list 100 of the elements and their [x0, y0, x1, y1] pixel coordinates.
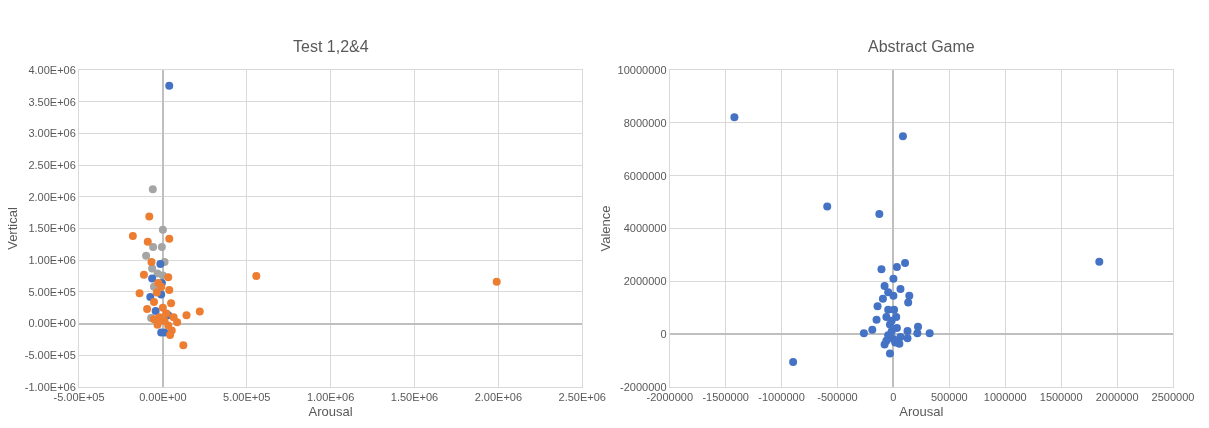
point: [156, 260, 165, 268]
y-tick-label: 4.00E+06: [28, 63, 76, 76]
point: [158, 303, 167, 312]
point: [889, 291, 898, 300]
point: [872, 315, 881, 324]
point: [142, 251, 151, 260]
point: [195, 307, 204, 316]
point: [165, 234, 174, 243]
point: [165, 81, 174, 90]
point: [730, 113, 739, 122]
y-tick-label: 5.00E+05: [28, 285, 76, 298]
point: [139, 270, 148, 279]
y-tick-label: 10000000: [617, 63, 667, 76]
x-tick-label: 0.00E+00: [139, 391, 187, 404]
x-tick-label: 0: [890, 391, 897, 404]
y-tick-label: 8000000: [623, 116, 667, 129]
point: [875, 209, 884, 218]
point: [905, 291, 914, 300]
point: [492, 277, 501, 286]
point: [903, 327, 912, 335]
point: [887, 316, 896, 325]
point: [182, 311, 191, 320]
x-tick-label: 1500000: [1039, 391, 1083, 404]
point: [135, 289, 144, 298]
x-tick-label: 1000000: [983, 391, 1027, 404]
y-tick-label: 1.50E+06: [28, 222, 76, 235]
point: [868, 325, 877, 334]
point: [882, 336, 891, 345]
y-tick-label: 6000000: [623, 169, 667, 182]
point: [252, 272, 261, 281]
point: [925, 329, 934, 338]
point: [823, 202, 832, 211]
point: [873, 302, 882, 311]
x-tick-label: -1000000: [758, 391, 805, 404]
point: [896, 333, 905, 342]
point: [167, 299, 176, 308]
x-tick-label: 2500000: [1151, 391, 1195, 404]
y-tick-label: -2000000: [620, 380, 667, 393]
point: [887, 327, 896, 336]
y-tick-label: 0: [660, 328, 667, 341]
point: [885, 349, 894, 358]
point: [149, 298, 158, 307]
point: [152, 288, 161, 297]
point: [128, 232, 137, 241]
point: [157, 282, 166, 291]
y-axis-title: Vertical: [4, 207, 20, 250]
y-axis-title: Valence: [597, 205, 613, 252]
x-tick-label: -500000: [817, 391, 858, 404]
x-tick-label: 1.00E+06: [306, 391, 355, 404]
chart-title: Abstract Game: [868, 38, 975, 55]
point: [179, 341, 188, 350]
y-tick-label: 4000000: [623, 222, 667, 235]
point: [157, 242, 166, 251]
point: [898, 132, 907, 141]
y-tick-label: 3.00E+06: [28, 127, 76, 140]
x-tick-label: 2000000: [1095, 391, 1139, 404]
point: [147, 258, 156, 267]
point: [878, 294, 887, 303]
y-tick-label: -5.00E+05: [24, 349, 76, 362]
point: [158, 225, 167, 234]
point: [884, 288, 893, 297]
x-axis-title: Arousal: [308, 403, 353, 419]
y-tick-label: 1.00E+06: [28, 254, 76, 267]
y-tick-label: 2.00E+06: [28, 190, 76, 203]
point: [145, 212, 154, 221]
point: [889, 274, 898, 283]
y-tick-label: 3.50E+06: [28, 95, 76, 108]
point: [151, 306, 160, 315]
point: [789, 357, 798, 366]
point: [896, 284, 905, 293]
point: [160, 317, 169, 326]
point: [165, 286, 174, 294]
point: [877, 265, 886, 274]
point: [148, 185, 157, 194]
x-tick-label: -5.00E+05: [53, 391, 105, 404]
point: [884, 305, 893, 314]
point: [164, 273, 173, 282]
point: [904, 298, 913, 307]
x-tick-label: 1.50E+06: [390, 391, 439, 404]
point: [143, 305, 152, 314]
point: [880, 282, 889, 291]
point: [146, 292, 155, 301]
x-tick-label: 500000: [930, 391, 968, 404]
y-tick-label: -1.00E+06: [24, 380, 76, 393]
point: [859, 329, 868, 338]
y-tick-label: 2000000: [623, 275, 667, 288]
chart-title: Test 1,2&4: [293, 38, 369, 55]
x-tick-label: -2000000: [646, 391, 694, 404]
point: [882, 313, 891, 321]
point: [901, 259, 910, 268]
point: [169, 313, 178, 322]
y-tick-label: 0.00E+00: [28, 317, 76, 330]
x-tick-label: 5.00E+05: [223, 391, 271, 404]
point: [166, 331, 175, 340]
point: [1095, 257, 1104, 266]
point: [892, 263, 901, 272]
x-tick-label: -1500000: [702, 391, 749, 404]
point: [149, 242, 158, 251]
point: [913, 329, 922, 338]
x-axis-title: Arousal: [899, 403, 944, 419]
